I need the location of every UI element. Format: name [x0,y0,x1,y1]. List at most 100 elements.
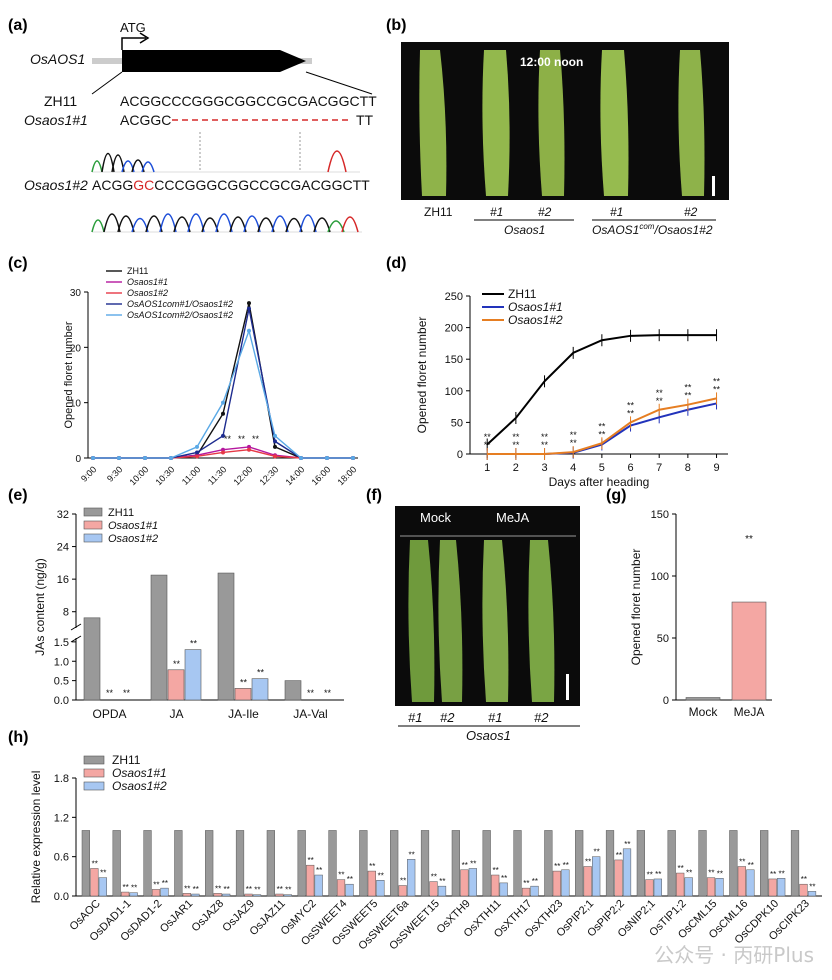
arrow-head-icon [139,32,150,44]
h-bar [121,891,130,897]
d-significance-orange: ** [570,438,578,448]
h-significance: ** [378,871,384,880]
h-y-axis-label: Relative expression level [29,771,43,904]
h-bar [729,830,738,897]
c-legend-label: ZH11 [127,266,148,276]
d-x-tick-label: 2 [513,462,519,474]
h-bar [482,830,491,897]
h-bar [275,893,284,897]
d-significance-orange: ** [656,396,664,406]
c-point [273,433,277,438]
c-legend-label: OsAOS1com#1/Osaos1#2 [127,299,233,309]
h-bar [746,869,755,897]
h-significance: ** [246,885,252,894]
c-point [299,456,303,460]
h-bar [667,830,676,897]
h-significance: ** [316,866,322,875]
atg-label: ATG [120,20,146,35]
h-y-tick-label: 1.8 [54,773,69,785]
h-bar [235,830,245,897]
h-bar [799,883,808,897]
chart-g: 0 50 100 150 Opened floret number Mock MeJA ** [629,509,772,719]
g-x-tick-label: MeJA [734,705,765,719]
d-significance-blue: ** [598,421,606,431]
h-bar [398,885,407,897]
h-significance: ** [153,880,159,889]
gene-name: OsAOS1 [30,51,85,67]
h-bar [376,880,385,897]
h-significance: ** [307,856,313,865]
f-label-4: #2 [534,710,549,725]
d-x-tick-label: 6 [627,462,633,474]
h-significance: ** [532,877,538,886]
d-y-tick-label: 50 [451,417,463,429]
chart-d: 0 50 100 150 200 250 1 2 3 4 5 6 7 8 9 Days after headi… [415,287,728,489]
scale-bar [712,176,715,196]
mutant1-label: Osaos1#1 [24,112,88,128]
d-significance-blue: ** [541,432,549,442]
e-y-tick-label: 8 [63,607,69,619]
d-significance-orange: ** [598,429,606,439]
e-bar [150,574,168,701]
h-legend-swatch [83,768,105,778]
c-x-tick-label: 10:00 [127,464,150,487]
h-legend-swatch [83,781,105,791]
d-significance-blue: ** [656,388,664,398]
h-significance: ** [277,885,283,894]
f-label-2: #2 [440,710,455,725]
c-point [221,400,225,405]
d-significance-orange: ** [541,440,549,450]
c-x-tick-label: 11:00 [180,464,203,487]
e-significance: ** [190,639,198,649]
d-x-axis-label: Days after heading [549,475,650,489]
h-y-tick-label: 1.2 [54,812,69,824]
c-point [273,454,277,459]
h-significance: ** [523,879,529,888]
h-significance: ** [616,851,622,860]
g-y-axis-label: Opened floret number [629,549,643,666]
d-significance-blue: ** [627,400,635,410]
c-x-tick-label: 16:00 [309,464,332,487]
c-point [221,450,225,455]
label-c2: #2 [684,205,698,219]
c-point [247,447,251,452]
h-significance: ** [408,850,414,859]
g-bar [731,601,767,701]
chromatogram-2 [91,213,362,233]
c-significance: ** [224,434,232,444]
label-m1: #1 [490,205,503,219]
c-point [169,456,173,460]
h-bar [437,885,447,897]
h-significance: ** [162,879,168,888]
h-bar [807,891,817,897]
mutant2-sequence: ACGGGCCCCGGGCGGCCGCGACGGCTT [92,177,370,193]
h-bar [143,830,152,897]
f-label-3: #1 [488,710,502,725]
h-bar [468,868,477,897]
h-bar [737,866,746,897]
chart-c: 0 10 20 30 9:00 9:30 10:00 10:30 11:00 11:30 12:00… [63,266,358,487]
h-bar [90,868,99,897]
h-bar [513,830,522,897]
h-significance: ** [462,861,468,870]
h-significance: ** [585,858,591,867]
h-significance: ** [593,848,599,857]
panel-a-label: (a) [8,17,28,34]
e-legend-swatch [83,507,103,517]
h-bar [174,830,183,897]
h-significance: ** [131,884,137,893]
e-legend-label: ZH11 [108,507,134,519]
c-x-tick-label: 18:00 [335,464,358,487]
g-y-tick-label: 150 [651,509,669,521]
d-significance-orange: ** [512,440,520,450]
h-bar [420,830,430,897]
d-significance-orange: ** [484,440,492,450]
mutant1-seq-left: ACGGC [120,112,171,128]
h-significance: ** [778,869,784,878]
label-group1: Osaos1 [504,223,545,237]
e-axis-break [70,635,82,643]
g-bar [685,697,721,701]
panel-d-label: (d) [386,255,406,272]
d-x-tick-label: 9 [713,462,719,474]
wt-label: ZH11 [44,93,77,109]
